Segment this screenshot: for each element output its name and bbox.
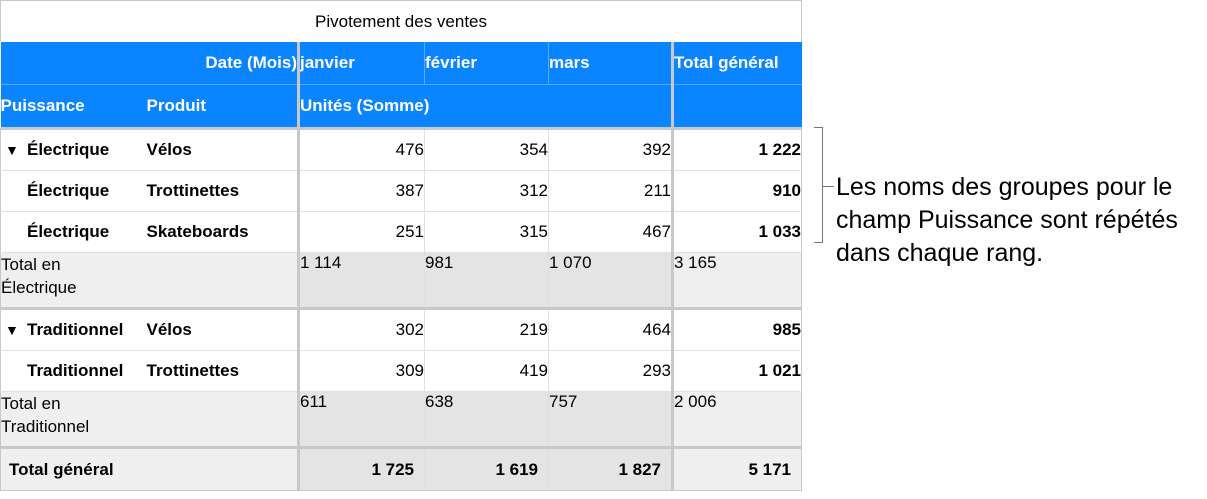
subtotal-blank[interactable] — [146, 391, 300, 449]
group-label: Traditionnel — [27, 361, 124, 380]
table-row: Électrique Skateboards 251 315 467 1 033 — [0, 211, 803, 253]
row-total-cell[interactable]: 1 222 — [672, 127, 803, 171]
subtotal-blank[interactable] — [146, 252, 300, 310]
group-label: Électrique — [27, 181, 110, 200]
product-cell[interactable]: Vélos — [146, 127, 300, 171]
group-label: Traditionnel — [27, 320, 124, 339]
subtotal-label[interactable]: Total en Traditionnel — [0, 391, 147, 449]
callout-bracket — [814, 127, 823, 243]
value-cell[interactable]: 476 — [298, 127, 425, 171]
grand-total-header-blank[interactable] — [672, 84, 802, 129]
table-row: ▼ Traditionnel Vélos 302 219 464 985 — [0, 308, 803, 351]
row-total-cell[interactable]: 910 — [672, 170, 803, 212]
group-cell[interactable]: Électrique — [0, 211, 147, 253]
value-cell[interactable]: 219 — [424, 308, 549, 351]
table-row: Électrique Trottinettes 387 312 211 910 — [0, 170, 803, 212]
pivot-table: Pivotement des ventes Date (Mois) janvie… — [0, 0, 803, 491]
value-cell[interactable]: 211 — [548, 170, 674, 212]
subtotal-value-cell[interactable]: 611 — [298, 391, 425, 449]
subtotal-value-cell[interactable]: 757 — [548, 391, 674, 449]
value-cell[interactable]: 293 — [548, 350, 674, 392]
value-cell[interactable]: 251 — [298, 211, 425, 253]
grand-total-value-cell[interactable]: 1 725 — [298, 446, 425, 491]
grand-total-total-cell[interactable]: 5 171 — [672, 446, 803, 491]
subtotal-label-line2: Électrique — [1, 278, 77, 297]
table-title[interactable]: Pivotement des ventes — [0, 0, 803, 42]
row-total-cell[interactable]: 1 033 — [672, 211, 803, 253]
callout-text: Les noms des groupes pour le champ Puiss… — [836, 173, 1178, 267]
grand-total-value-cell[interactable]: 1 827 — [548, 446, 674, 491]
grand-total-value-cell[interactable]: 1 619 — [424, 446, 549, 491]
product-cell[interactable]: Vélos — [146, 308, 300, 351]
value-cell[interactable]: 302 — [298, 308, 425, 351]
subtotal-label[interactable]: Total en Électrique — [0, 252, 147, 310]
subtotal-value-cell[interactable]: 1 070 — [548, 252, 674, 310]
subtotal-value-cell[interactable]: 638 — [424, 391, 549, 449]
group-cell[interactable]: Électrique — [0, 170, 147, 212]
group-cell[interactable]: ▼ Électrique — [0, 127, 147, 171]
disclosure-triangle-down-icon[interactable]: ▼ — [5, 142, 19, 158]
value-cell[interactable]: 315 — [424, 211, 549, 253]
value-cell[interactable]: 354 — [424, 127, 549, 171]
subtotal-label-line1: Total en — [1, 255, 61, 274]
grand-total-blank[interactable] — [146, 446, 300, 491]
subtotal-value-cell[interactable]: 981 — [424, 252, 549, 310]
product-cell[interactable]: Trottinettes — [146, 350, 300, 392]
callout-leader-line — [822, 186, 834, 187]
value-cell[interactable]: 312 — [424, 170, 549, 212]
column-field-label[interactable]: Date (Mois) — [146, 42, 300, 85]
subtotal-value-cell[interactable]: 1 114 — [298, 252, 425, 310]
value-cell[interactable]: 309 — [298, 350, 425, 392]
header-corner[interactable] — [0, 42, 147, 85]
row-field-product[interactable]: Produit — [146, 84, 300, 129]
value-cell[interactable]: 467 — [548, 211, 674, 253]
group-label: Électrique — [27, 222, 110, 241]
value-field-label[interactable]: Unités (Somme) — [298, 84, 674, 129]
value-cell[interactable]: 392 — [548, 127, 674, 171]
value-cell[interactable]: 387 — [298, 170, 425, 212]
table-row: ▼ Électrique Vélos 476 354 392 1 222 — [0, 127, 803, 171]
row-total-cell[interactable]: 1 021 — [672, 350, 803, 392]
subtotal-total-cell[interactable]: 2 006 — [672, 391, 803, 449]
product-cell[interactable]: Trottinettes — [146, 170, 300, 212]
product-cell[interactable]: Skateboards — [146, 211, 300, 253]
grand-total-row: Total général 1 725 1 619 1 827 5 171 — [0, 446, 803, 491]
subtotal-row: Total en Électrique 1 114 981 1 070 3 165 — [0, 252, 803, 310]
group-label: Électrique — [27, 140, 110, 159]
row-total-cell[interactable]: 985 — [672, 308, 803, 351]
group-cell[interactable]: ▼ Traditionnel — [0, 308, 147, 351]
column-header-grand-total[interactable]: Total général — [672, 42, 802, 85]
column-header-march[interactable]: mars — [548, 42, 674, 85]
subtotal-label-line1: Total en — [1, 394, 61, 413]
column-header-january[interactable]: janvier — [298, 42, 425, 85]
row-field-power[interactable]: Puissance — [0, 84, 147, 129]
subtotal-total-cell[interactable]: 3 165 — [672, 252, 803, 310]
disclosure-triangle-down-icon[interactable]: ▼ — [5, 322, 19, 338]
table-row: Traditionnel Trottinettes 309 419 293 1 021 — [0, 350, 803, 392]
group-cell[interactable]: Traditionnel — [0, 350, 147, 392]
grand-total-label[interactable]: Total général — [0, 446, 147, 491]
subtotal-row: Total en Traditionnel 611 638 757 2 006 — [0, 391, 803, 449]
value-cell[interactable]: 419 — [424, 350, 549, 392]
value-cell[interactable]: 464 — [548, 308, 674, 351]
subtotal-label-line2: Traditionnel — [1, 417, 90, 436]
column-header-february[interactable]: février — [424, 42, 549, 85]
